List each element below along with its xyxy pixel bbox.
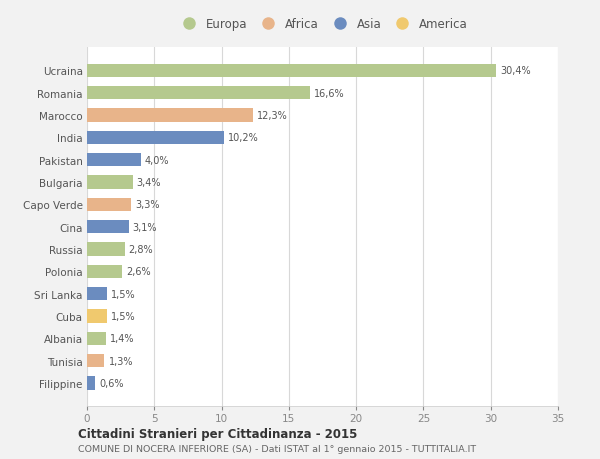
Bar [87, 154, 141, 167]
Text: 3,1%: 3,1% [133, 222, 157, 232]
Text: 2,6%: 2,6% [126, 267, 151, 277]
Bar [87, 243, 125, 256]
Legend: Europa, Africa, Asia, America: Europa, Africa, Asia, America [177, 18, 468, 31]
Bar [87, 265, 122, 279]
Bar [87, 220, 129, 234]
Bar [87, 64, 496, 78]
Bar [87, 332, 106, 345]
Text: 1,3%: 1,3% [109, 356, 133, 366]
Text: Cittadini Stranieri per Cittadinanza - 2015: Cittadini Stranieri per Cittadinanza - 2… [78, 427, 358, 440]
Text: 1,4%: 1,4% [110, 334, 134, 344]
Bar [87, 87, 310, 100]
Text: 0,6%: 0,6% [99, 378, 124, 388]
Text: 1,5%: 1,5% [111, 289, 136, 299]
Text: 2,8%: 2,8% [129, 245, 154, 254]
Text: COMUNE DI NOCERA INFERIORE (SA) - Dati ISTAT al 1° gennaio 2015 - TUTTITALIA.IT: COMUNE DI NOCERA INFERIORE (SA) - Dati I… [78, 444, 476, 453]
Text: 30,4%: 30,4% [500, 66, 531, 76]
Text: 3,4%: 3,4% [137, 178, 161, 188]
Text: 1,5%: 1,5% [111, 311, 136, 321]
Bar [87, 376, 95, 390]
Bar [87, 310, 107, 323]
Bar [87, 109, 253, 123]
Text: 16,6%: 16,6% [314, 89, 345, 98]
Text: 4,0%: 4,0% [145, 155, 169, 165]
Bar [87, 287, 107, 301]
Bar [87, 131, 224, 145]
Bar [87, 354, 104, 368]
Text: 12,3%: 12,3% [257, 111, 287, 121]
Bar [87, 198, 131, 212]
Text: 10,2%: 10,2% [229, 133, 259, 143]
Bar [87, 176, 133, 189]
Text: 3,3%: 3,3% [136, 200, 160, 210]
